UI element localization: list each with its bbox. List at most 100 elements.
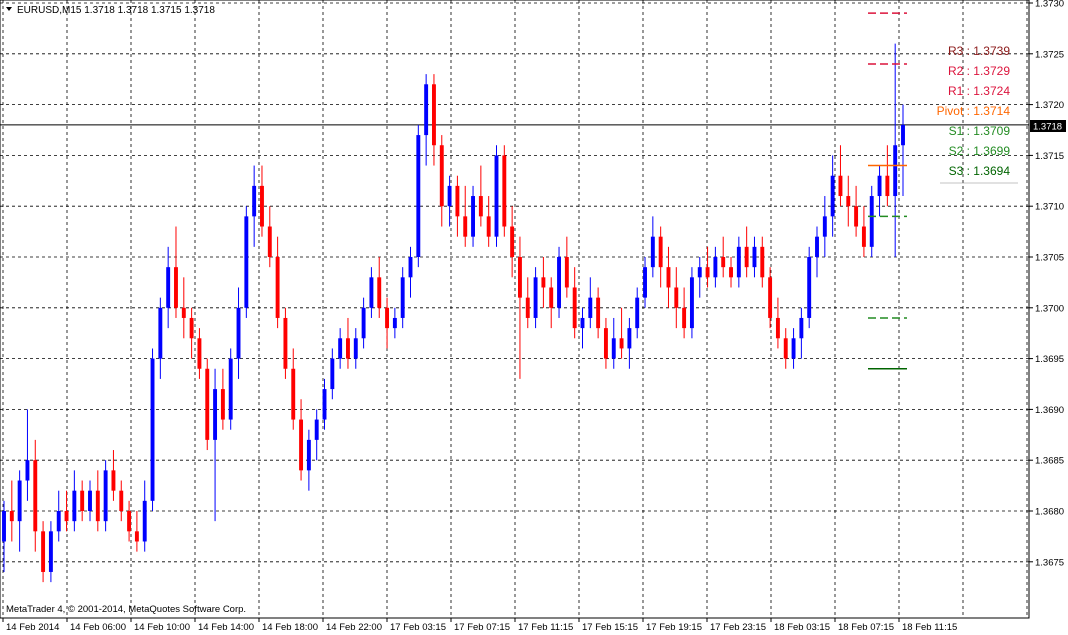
dropdown-triangle-icon[interactable]: [6, 7, 12, 11]
candle[interactable]: [564, 236, 569, 298]
candle[interactable]: [377, 257, 382, 318]
candle[interactable]: [361, 297, 366, 349]
candle[interactable]: [95, 470, 100, 532]
candle[interactable]: [400, 267, 405, 329]
candle[interactable]: [353, 328, 358, 369]
candle[interactable]: [41, 521, 46, 583]
time-axis[interactable]: 14 Feb 2014 14 Feb 06:00 14 Feb 10:00 14 Fe…: [2, 618, 957, 633]
candle[interactable]: [299, 399, 304, 481]
candle[interactable]: [17, 470, 22, 552]
candle[interactable]: [244, 206, 249, 318]
candle[interactable]: [861, 206, 866, 257]
candle[interactable]: [603, 317, 608, 369]
candle[interactable]: [752, 236, 757, 278]
candle[interactable]: [181, 277, 186, 339]
candle[interactable]: [791, 328, 796, 369]
candle[interactable]: [197, 328, 202, 379]
candle[interactable]: [267, 206, 272, 268]
candle[interactable]: [877, 165, 882, 217]
candle[interactable]: [103, 460, 108, 532]
candle[interactable]: [588, 277, 593, 329]
candle[interactable]: [815, 226, 819, 278]
candle[interactable]: [901, 104, 905, 197]
candle[interactable]: [392, 307, 397, 339]
candle[interactable]: [658, 226, 663, 288]
candle[interactable]: [619, 307, 624, 359]
candle[interactable]: [893, 43, 898, 257]
candle[interactable]: [502, 145, 507, 237]
candle[interactable]: [432, 74, 436, 166]
candle[interactable]: [885, 145, 890, 207]
candle[interactable]: [533, 267, 538, 329]
candle[interactable]: [775, 297, 780, 349]
candle[interactable]: [729, 257, 733, 288]
candle[interactable]: [674, 267, 679, 329]
candle[interactable]: [111, 450, 116, 501]
candle[interactable]: [611, 317, 616, 369]
candle[interactable]: [228, 348, 233, 430]
candle[interactable]: [314, 409, 319, 461]
candle[interactable]: [330, 348, 335, 400]
price-axis[interactable]: 1.3730 1.3725 1.3720 1.3715 1.3710 1.3705 1.37…: [1029, 0, 1064, 568]
candle[interactable]: [736, 236, 741, 288]
candle[interactable]: [760, 236, 765, 288]
candle[interactable]: [220, 368, 225, 430]
candle[interactable]: [666, 246, 671, 308]
candle[interactable]: [72, 470, 77, 532]
candle[interactable]: [283, 307, 288, 379]
candle[interactable]: [455, 175, 460, 237]
candle[interactable]: [64, 490, 69, 532]
candle[interactable]: [463, 185, 468, 247]
candle[interactable]: [447, 175, 452, 227]
candle[interactable]: [854, 185, 859, 237]
candle[interactable]: [478, 165, 483, 227]
candle[interactable]: [830, 155, 835, 237]
candle[interactable]: [721, 236, 726, 278]
candle[interactable]: [822, 196, 827, 257]
candle[interactable]: [275, 236, 280, 329]
candle[interactable]: [306, 429, 311, 491]
candle[interactable]: [346, 317, 350, 369]
candle[interactable]: [596, 287, 601, 339]
candle[interactable]: [627, 317, 632, 369]
candle[interactable]: [33, 439, 38, 552]
candle[interactable]: [744, 226, 749, 278]
candle[interactable]: [650, 216, 655, 278]
candle[interactable]: [838, 145, 843, 207]
candle[interactable]: [9, 480, 14, 542]
candle[interactable]: [486, 196, 491, 247]
candle[interactable]: [799, 307, 804, 359]
candle[interactable]: [713, 246, 718, 288]
candle[interactable]: [174, 226, 178, 318]
candle[interactable]: [846, 175, 851, 227]
candle[interactable]: [338, 328, 343, 369]
candle[interactable]: [252, 165, 257, 247]
candle[interactable]: [689, 267, 694, 339]
candles[interactable]: [2, 43, 905, 583]
candle[interactable]: [56, 490, 61, 542]
candle[interactable]: [768, 267, 773, 329]
candle[interactable]: [471, 185, 475, 247]
candle[interactable]: [205, 358, 210, 451]
candle[interactable]: [439, 135, 444, 227]
candle[interactable]: [127, 500, 132, 542]
candle[interactable]: [416, 124, 421, 268]
candle[interactable]: [783, 328, 788, 369]
candle[interactable]: [134, 511, 139, 552]
candle[interactable]: [697, 257, 702, 298]
candle[interactable]: [705, 246, 710, 288]
candle[interactable]: [517, 236, 522, 379]
candle[interactable]: [635, 287, 640, 339]
candle[interactable]: [142, 480, 147, 552]
candle[interactable]: [2, 500, 6, 572]
candle[interactable]: [580, 307, 585, 349]
candle[interactable]: [80, 480, 85, 522]
candle[interactable]: [88, 480, 92, 522]
candle[interactable]: [369, 267, 374, 318]
candle[interactable]: [213, 368, 218, 522]
candle[interactable]: [408, 246, 413, 298]
candle[interactable]: [643, 257, 647, 308]
candle[interactable]: [525, 277, 530, 329]
candle[interactable]: [166, 246, 171, 329]
